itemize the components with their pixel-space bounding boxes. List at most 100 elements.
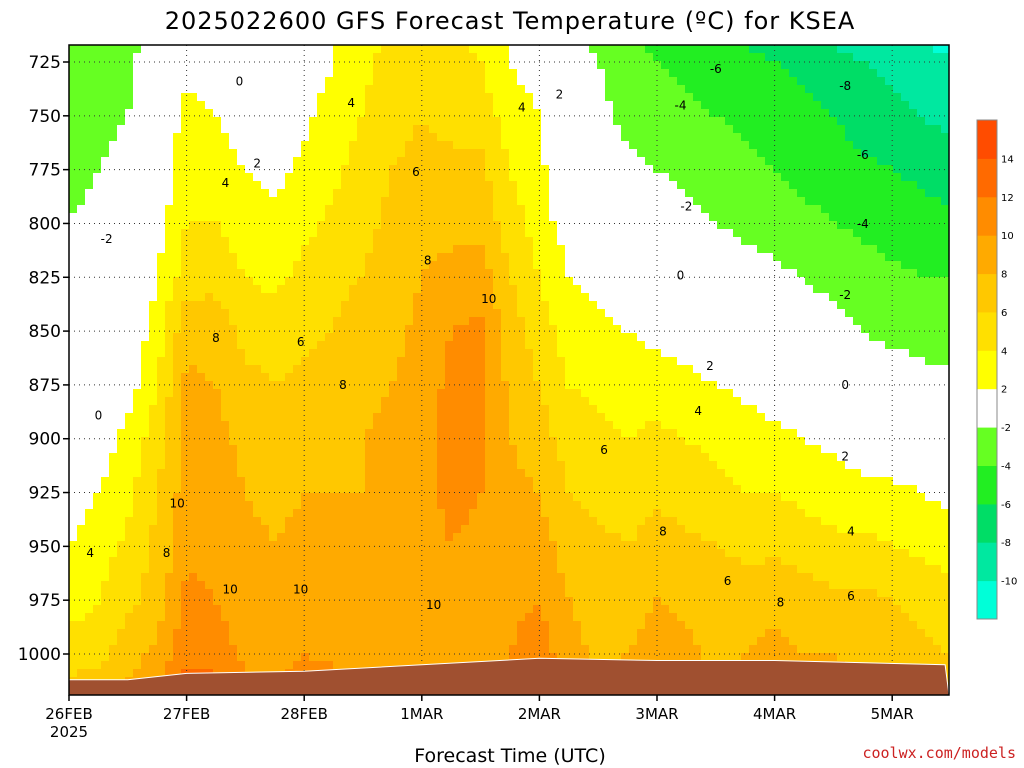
heat-cell <box>221 613 230 622</box>
heat-cell <box>493 189 502 198</box>
heat-cell <box>397 541 406 550</box>
heat-cell <box>245 133 254 142</box>
heat-cell <box>525 229 534 238</box>
heat-cell <box>133 125 142 134</box>
heat-cell <box>541 469 550 478</box>
heat-cell <box>413 525 422 534</box>
heat-cell <box>301 453 310 462</box>
heat-cell <box>181 661 190 670</box>
heat-cell <box>517 373 526 382</box>
heat-cell <box>189 149 198 158</box>
heat-cell <box>229 621 238 630</box>
heat-cell <box>117 437 126 446</box>
heat-cell <box>445 85 454 94</box>
heat-cell <box>205 349 214 358</box>
heat-cell <box>317 165 326 174</box>
heat-cell <box>157 269 166 278</box>
heat-cell <box>197 605 206 614</box>
heat-cell <box>221 125 230 134</box>
heat-cell <box>445 237 454 246</box>
heat-cell <box>77 53 86 62</box>
heat-cell <box>413 229 422 238</box>
heat-cell <box>181 621 190 630</box>
heat-cell <box>421 645 430 654</box>
heat-cell <box>517 573 526 582</box>
heat-cell <box>309 565 318 574</box>
heat-cell <box>405 205 414 214</box>
heat-cell <box>301 85 310 94</box>
heat-cell <box>357 165 366 174</box>
heat-cell <box>317 397 326 406</box>
heat-cell <box>405 429 414 438</box>
heat-cell <box>357 565 366 574</box>
heat-cell <box>173 77 182 86</box>
heat-cell <box>533 325 542 334</box>
heat-cell <box>525 421 534 430</box>
heat-cell <box>389 445 398 454</box>
heat-cell <box>141 165 150 174</box>
heat-cell <box>525 349 534 358</box>
heat-cell <box>269 237 278 246</box>
heat-cell <box>197 469 206 478</box>
heat-cell <box>261 573 270 582</box>
heat-cell <box>437 189 446 198</box>
heat-cell <box>405 141 414 150</box>
heat-cell <box>293 285 302 294</box>
heat-cell <box>229 293 238 302</box>
heat-cell <box>253 253 262 262</box>
heat-cell <box>349 93 358 102</box>
heat-cell <box>133 429 142 438</box>
heat-cell <box>333 365 342 374</box>
heat-cell <box>189 501 198 510</box>
heat-cell <box>133 549 142 558</box>
heat-cell <box>437 341 446 350</box>
heat-cell <box>261 469 270 478</box>
heat-cell <box>349 181 358 190</box>
heat-cell <box>189 125 198 134</box>
heat-cell <box>461 269 470 278</box>
heat-cell <box>533 413 542 422</box>
heat-cell <box>293 341 302 350</box>
heat-cell <box>245 325 254 334</box>
heat-cell <box>101 445 110 454</box>
heat-cell <box>349 117 358 126</box>
heat-cell <box>229 357 238 366</box>
heat-cell <box>501 373 510 382</box>
heat-cell <box>237 573 246 582</box>
heat-cell <box>509 461 518 470</box>
heat-cell <box>525 389 534 398</box>
heat-cell <box>549 117 558 126</box>
heat-cell <box>85 181 94 190</box>
heat-cell <box>149 133 158 142</box>
heat-cell <box>397 85 406 94</box>
heat-cell <box>357 125 366 134</box>
heat-cell <box>269 437 278 446</box>
heat-cell <box>405 301 414 310</box>
heat-cell <box>205 629 214 638</box>
heat-cell <box>101 141 110 150</box>
heat-cell <box>229 165 238 174</box>
heat-cell <box>389 245 398 254</box>
heat-cell <box>269 645 278 654</box>
heat-cell <box>549 541 558 550</box>
heat-cell <box>173 277 182 286</box>
heat-cell <box>245 221 254 230</box>
heat-cell <box>541 69 550 78</box>
heat-cell <box>77 301 86 310</box>
heat-cell <box>453 309 462 318</box>
heat-cell <box>261 189 270 198</box>
heat-cell <box>349 205 358 214</box>
heat-cell <box>229 253 238 262</box>
heat-cell <box>173 573 182 582</box>
heat-cell <box>181 229 190 238</box>
heat-cell <box>357 525 366 534</box>
heat-cell <box>205 301 214 310</box>
heat-cell <box>221 621 230 630</box>
heat-cell <box>357 221 366 230</box>
heat-cell <box>189 277 198 286</box>
heat-cell <box>253 389 262 398</box>
heat-cell <box>133 637 142 646</box>
heat-cell <box>133 541 142 550</box>
heat-cell <box>221 69 230 78</box>
heat-cell <box>261 109 270 118</box>
